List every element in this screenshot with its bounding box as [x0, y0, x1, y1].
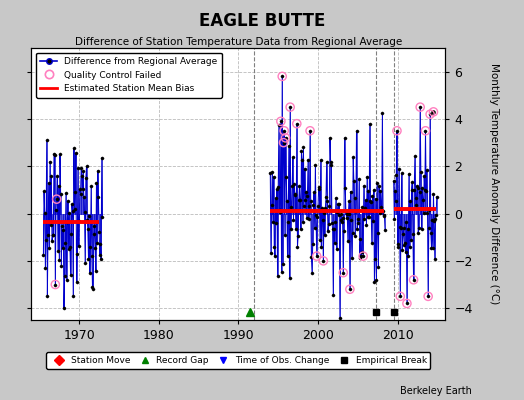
Point — [51, 281, 60, 288]
Legend: Station Move, Record Gap, Time of Obs. Change, Empirical Break: Station Move, Record Gap, Time of Obs. C… — [47, 352, 430, 368]
Point — [416, 104, 424, 110]
Point — [346, 286, 354, 292]
Point — [396, 293, 405, 300]
Point — [306, 128, 314, 134]
Y-axis label: Monthly Temperature Anomaly Difference (°C): Monthly Temperature Anomaly Difference (… — [489, 63, 499, 305]
Point — [279, 140, 288, 146]
Point — [409, 276, 418, 283]
Point — [359, 253, 367, 259]
Point — [312, 253, 321, 259]
Point — [426, 111, 434, 118]
Point — [393, 128, 401, 134]
Point — [281, 135, 290, 141]
Text: Berkeley Earth: Berkeley Earth — [400, 386, 472, 396]
Point — [403, 300, 411, 307]
Point — [421, 128, 430, 134]
Point — [319, 258, 328, 264]
Point — [52, 196, 61, 202]
Point — [292, 120, 301, 127]
Point — [278, 73, 287, 80]
Point — [429, 109, 438, 115]
Point — [280, 128, 288, 134]
Point — [339, 270, 347, 276]
Text: EAGLE BUTTE: EAGLE BUTTE — [199, 12, 325, 30]
Point — [286, 104, 294, 110]
Point — [424, 293, 432, 300]
Title: Difference of Station Temperature Data from Regional Average: Difference of Station Temperature Data f… — [75, 37, 402, 47]
Point — [277, 118, 285, 124]
